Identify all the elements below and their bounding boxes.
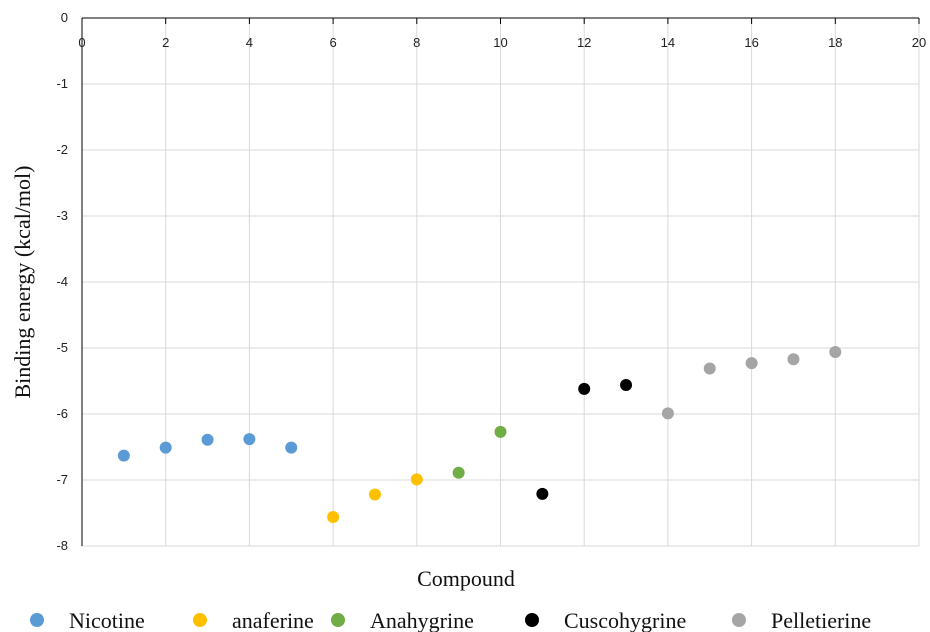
legend: Nicotine anaferine Anahygrine Cuscohygrine P…	[30, 608, 871, 632]
legend-label: Anahygrine	[370, 608, 474, 632]
x-tick-label: 16	[744, 35, 758, 50]
legend-label: Pelletierine	[771, 608, 871, 632]
y-tick-labels: 0 -1 -2 -3 -4 -5 -6 -7 -8	[56, 10, 68, 553]
point-pelletierine	[703, 362, 716, 375]
point-nicotine	[159, 441, 172, 454]
x-tick-labels: 0 2 4 6 8 10 12 14 16 18 20	[78, 35, 926, 50]
legend-item-pelletierine: Pelletierine	[732, 608, 871, 632]
point-pelletierine	[661, 407, 674, 420]
x-tick-label: 2	[162, 35, 169, 50]
point-nicotine	[117, 449, 130, 462]
legend-marker	[331, 613, 345, 627]
y-tick-label: -4	[56, 274, 68, 289]
point-nicotine	[285, 441, 298, 454]
y-tick-label: -2	[56, 142, 68, 157]
y-tick-label: -7	[56, 472, 68, 487]
y-tick-label: -3	[56, 208, 68, 223]
legend-marker	[732, 613, 746, 627]
point-pelletierine	[745, 357, 758, 370]
point-anahygrine	[494, 425, 507, 438]
legend-marker	[525, 613, 539, 627]
y-tick-label: -1	[56, 76, 68, 91]
x-tick-label: 6	[329, 35, 336, 50]
legend-label: Cuscohygrine	[564, 608, 686, 632]
point-nicotine	[201, 433, 214, 446]
x-tick-label: 10	[493, 35, 507, 50]
point-nicotine	[243, 433, 256, 446]
legend-marker	[30, 613, 44, 627]
point-pelletierine	[829, 345, 842, 358]
point-cuscohygrine	[536, 487, 549, 500]
point-cuscohygrine	[620, 378, 633, 391]
legend-item-anaferine: anaferine	[193, 608, 314, 632]
x-axis-title: Compound	[417, 566, 515, 591]
y-tick-label: 0	[61, 10, 68, 25]
point-anahygrine	[452, 466, 465, 479]
x-tick-label: 14	[661, 35, 675, 50]
legend-item-nicotine: Nicotine	[30, 608, 145, 632]
legend-marker	[193, 613, 207, 627]
point-anaferine	[410, 473, 423, 486]
legend-item-anahygrine: Anahygrine	[331, 608, 474, 632]
grid-lines	[81, 17, 920, 547]
y-tick-label: -8	[56, 538, 68, 553]
y-axis-title: Binding energy (kcal/mol)	[10, 166, 35, 399]
x-tick-label: 4	[246, 35, 253, 50]
axes	[81, 17, 920, 546]
data-points	[117, 345, 842, 523]
x-tick-label: 12	[577, 35, 591, 50]
point-cuscohygrine	[578, 382, 591, 395]
x-tick-label: 18	[828, 35, 842, 50]
point-pelletierine	[787, 353, 800, 366]
point-anaferine	[368, 488, 381, 501]
x-tick-label: 0	[78, 35, 85, 50]
y-tick-label: -5	[56, 340, 68, 355]
legend-item-cuscohygrine: Cuscohygrine	[525, 608, 686, 632]
legend-label: anaferine	[232, 608, 314, 632]
y-tick-label: -6	[56, 406, 68, 421]
x-tick-label: 20	[912, 35, 926, 50]
x-tick-label: 8	[413, 35, 420, 50]
point-anaferine	[327, 510, 340, 523]
legend-label: Nicotine	[69, 608, 145, 632]
